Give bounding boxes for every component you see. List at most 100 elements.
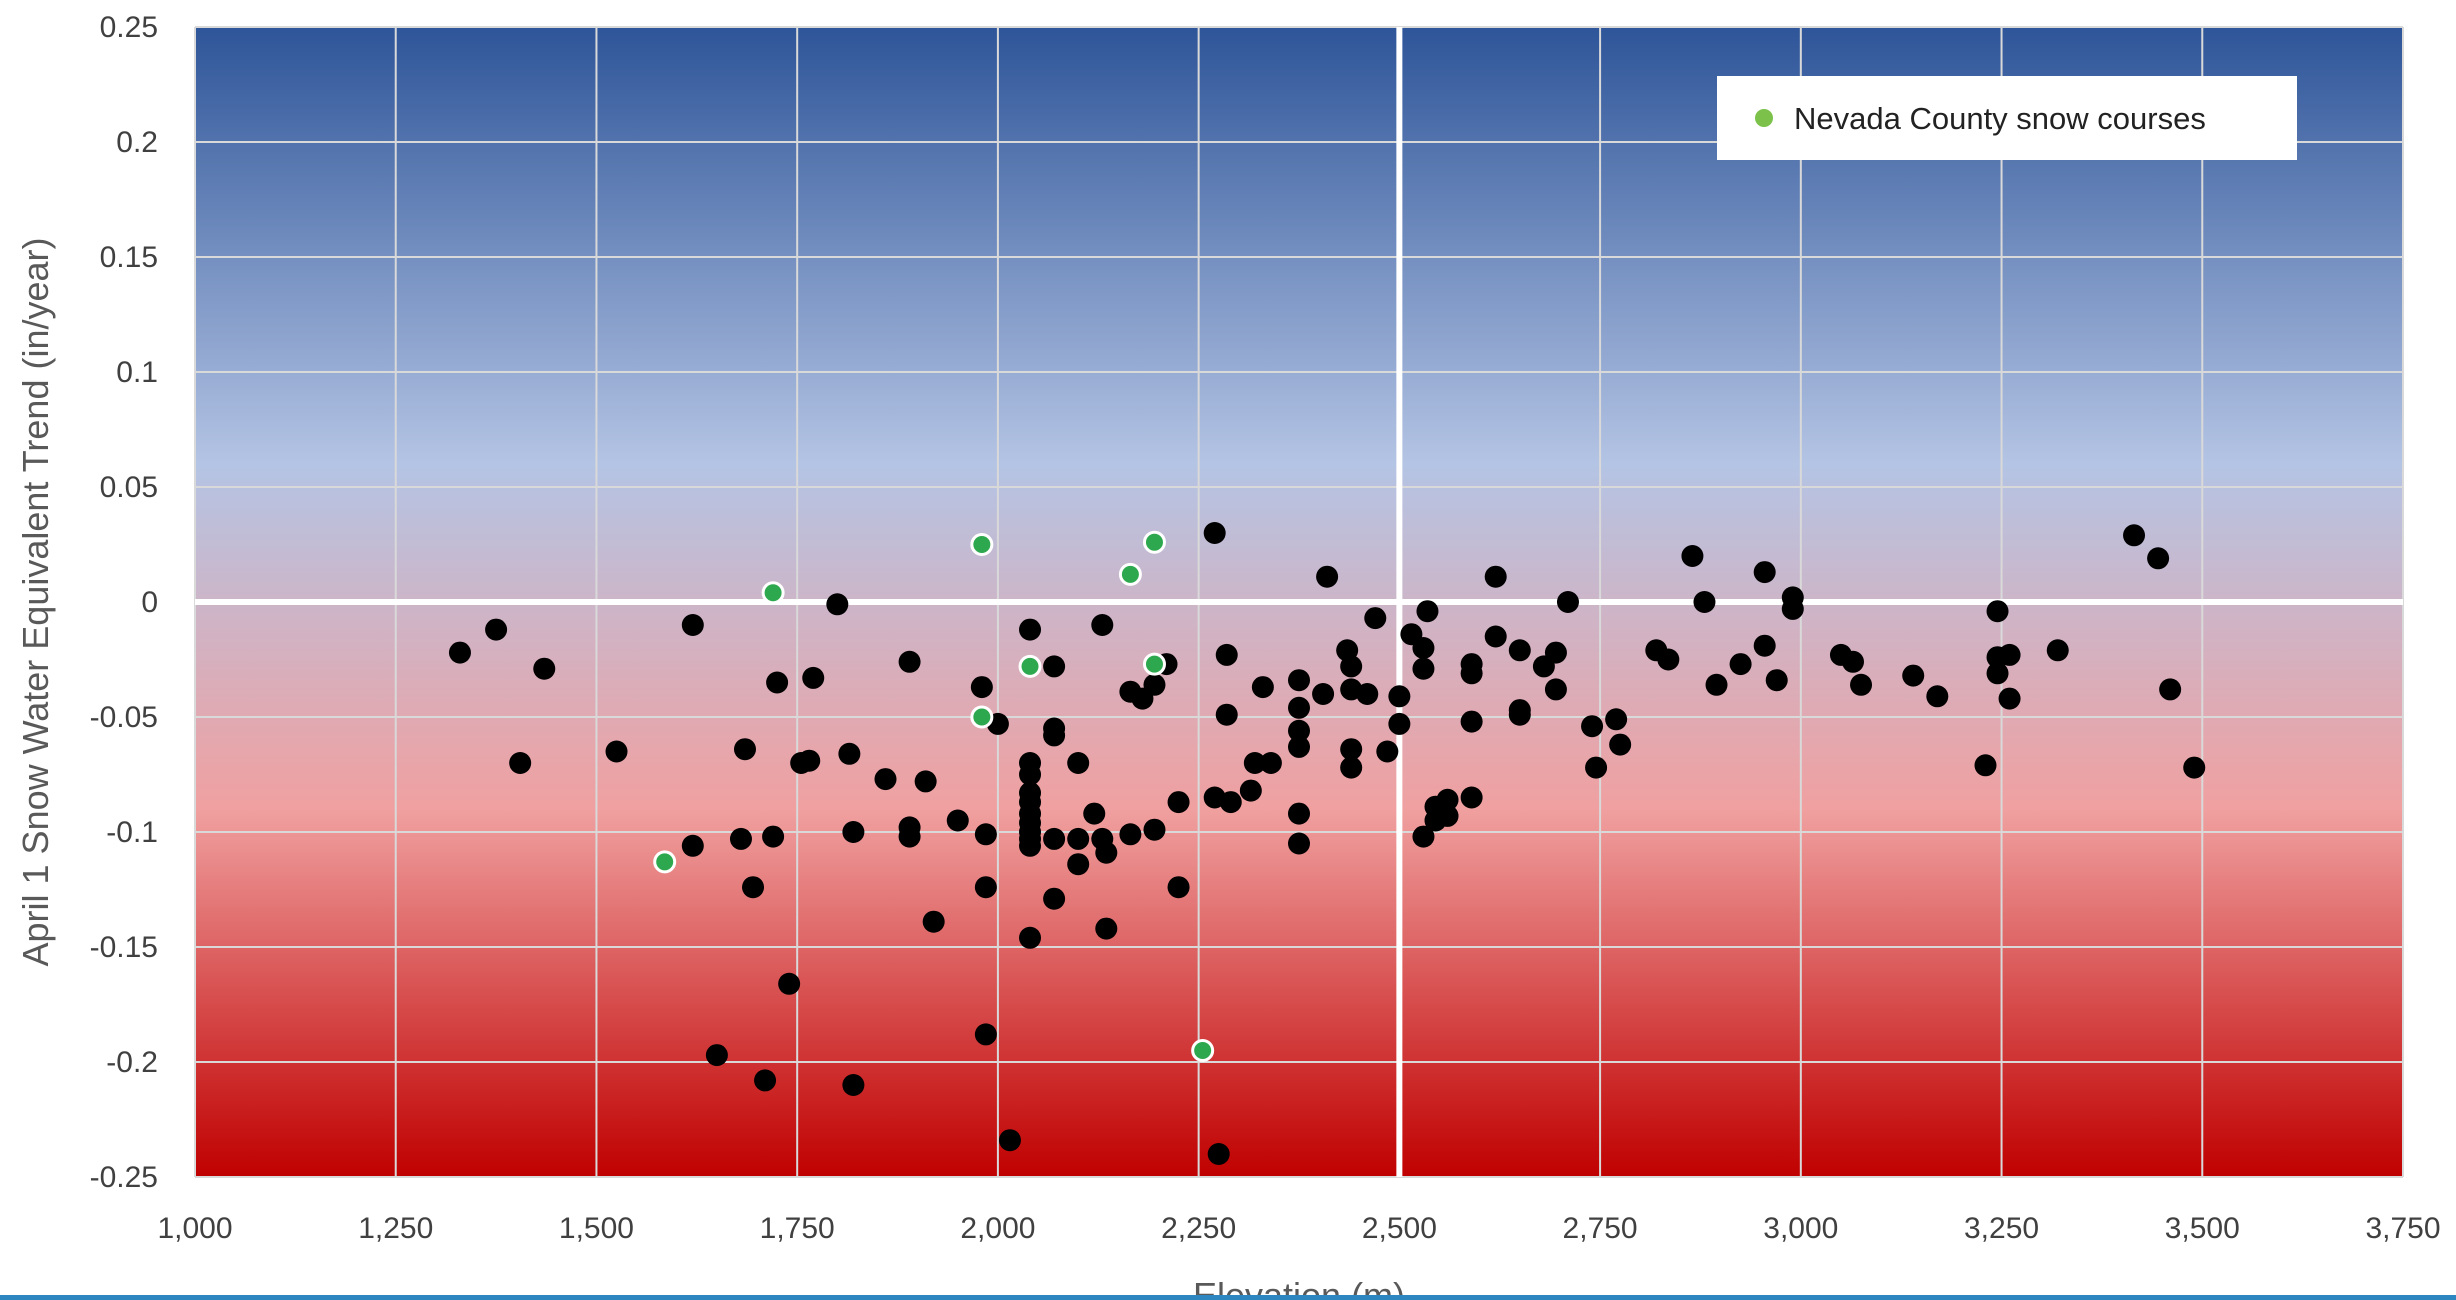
data-point-nevada-county [1142, 652, 1166, 676]
data-point [1215, 643, 1238, 666]
data-point [778, 972, 801, 995]
data-point [1753, 561, 1776, 584]
data-point [842, 821, 865, 843]
data-point [1143, 673, 1166, 696]
data-point [1412, 657, 1435, 680]
reference-lines [195, 27, 2403, 1177]
data-point [1251, 676, 1274, 699]
data-point [1986, 600, 2009, 623]
x-tick-label: 2,000 [960, 1212, 1035, 1245]
data-point [1998, 643, 2021, 666]
data-point [1544, 678, 1567, 701]
data-point [1288, 719, 1310, 742]
data-point [1043, 655, 1066, 678]
data-point [1581, 715, 1604, 738]
data-point [1753, 634, 1776, 657]
y-tick-label: -0.15 [90, 931, 158, 964]
data-point [766, 671, 789, 694]
data-point [1850, 673, 1873, 696]
legend-marker-nevada-county [1755, 109, 1773, 127]
y-axis-title: April 1 Snow Water Equivalent Trend (in/… [15, 238, 56, 967]
x-tick-label: 1,000 [157, 1212, 232, 1245]
data-point [705, 1044, 728, 1067]
data-point [533, 657, 556, 680]
data-point [1364, 607, 1387, 630]
y-tick-label: 0.25 [100, 11, 158, 44]
data-point [1556, 591, 1579, 613]
data-point [2046, 639, 2069, 662]
x-tick-label: 3,500 [2165, 1212, 2240, 1245]
data-point [898, 650, 921, 673]
y-tick-label: 0.05 [100, 471, 158, 504]
data-point [754, 1069, 777, 1092]
data-point [1388, 685, 1411, 708]
data-point [826, 593, 849, 616]
data-point [1043, 724, 1066, 747]
data-point [733, 738, 756, 761]
data-point [1288, 832, 1310, 855]
data-point [681, 834, 704, 857]
data-point [1288, 669, 1310, 692]
data-point [946, 809, 969, 832]
data-point [1412, 825, 1435, 848]
data-point [729, 827, 752, 850]
x-axis-tick-labels: 1,000 1,250 1,500 1,750 2,000 2,250 2,500 2,750… [157, 1212, 2440, 1245]
data-point [1095, 917, 1118, 940]
data-point [1340, 655, 1363, 678]
data-point [1095, 841, 1118, 864]
data-point [2183, 756, 2206, 779]
bottom-strip [0, 1295, 2456, 1300]
data-point [1657, 648, 1680, 671]
data-point [1143, 818, 1166, 841]
x-tick-label: 2,250 [1161, 1212, 1236, 1245]
data-point [1609, 733, 1632, 756]
data-point [798, 749, 821, 772]
data-point [1043, 827, 1066, 850]
data-point [898, 825, 921, 848]
data-point [1019, 834, 1042, 857]
data-point [1288, 735, 1310, 758]
data-point [1288, 802, 1310, 825]
x-tick-label: 3,000 [1763, 1212, 1838, 1245]
data-point [1842, 650, 1865, 673]
data-point [1067, 853, 1090, 876]
data-point [1902, 664, 1925, 687]
data-point [1781, 597, 1804, 620]
data-point [1585, 756, 1608, 779]
data-point [1243, 752, 1266, 774]
data-point [922, 910, 945, 933]
data-point [1215, 703, 1238, 726]
data-points [448, 522, 2206, 1165]
data-point-nevada-county [970, 705, 994, 729]
y-tick-label: 0.1 [116, 356, 158, 389]
data-point-nevada-county [653, 850, 677, 874]
x-tick-label: 1,750 [760, 1212, 835, 1245]
data-point [974, 1023, 997, 1046]
data-point [1508, 703, 1531, 726]
data-point [1239, 779, 1262, 802]
data-point [1484, 625, 1507, 648]
data-point [2123, 524, 2146, 547]
data-point [448, 641, 471, 664]
y-tick-label: -0.1 [106, 816, 158, 849]
data-point [1207, 1143, 1230, 1165]
y-tick-label: 0.2 [116, 126, 158, 159]
data-point [1091, 614, 1114, 636]
y-axis-tick-labels: 0.25 0.2 0.15 0.1 0.05 0 -0.05 -0.1 -0.15 -0.2 -0.… [90, 11, 158, 1194]
data-point [842, 1074, 865, 1096]
data-point [1765, 669, 1788, 692]
data-point [1019, 618, 1042, 641]
data-point [1219, 791, 1242, 814]
data-point [1436, 804, 1459, 827]
data-point [1412, 637, 1435, 659]
data-point [1167, 791, 1190, 814]
data-point [1544, 641, 1567, 664]
data-point [1083, 802, 1106, 825]
data-point [1340, 756, 1363, 779]
data-point-nevada-county [1018, 654, 1042, 678]
data-point [970, 676, 993, 699]
data-point [838, 742, 861, 765]
data-point [874, 768, 897, 791]
data-point [802, 666, 825, 689]
